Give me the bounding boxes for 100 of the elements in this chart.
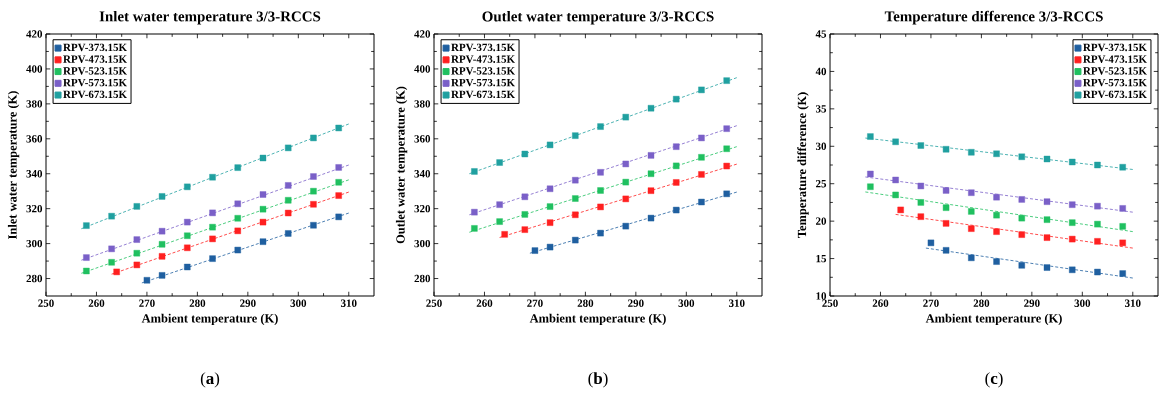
point — [496, 201, 503, 208]
y-tick-label: 380 — [414, 100, 431, 108]
point — [234, 227, 241, 235]
point — [108, 245, 115, 253]
legend-label: RPV-373.15K — [451, 43, 515, 52]
y-tick-label: 320 — [414, 204, 431, 213]
point — [158, 241, 166, 248]
point — [184, 232, 191, 239]
point — [184, 263, 191, 271]
point — [259, 154, 267, 162]
point — [1018, 262, 1025, 269]
point — [285, 197, 292, 204]
point — [1094, 202, 1101, 210]
legend-label: RPV-573.15K — [1083, 78, 1147, 87]
point — [942, 220, 950, 227]
point — [1119, 164, 1126, 171]
y-tick-label: 380 — [26, 100, 43, 108]
legend-label: RPV-673.15K — [63, 90, 127, 99]
y-tick-label: 300 — [414, 239, 431, 248]
point — [968, 149, 975, 156]
point — [723, 162, 730, 170]
x-tick-label: 250 — [822, 299, 838, 307]
y-tick-label: 420 — [26, 30, 43, 38]
x-tick-label: 310 — [340, 299, 357, 307]
y-axis-title: Temperature difference (K) — [797, 92, 809, 239]
point — [133, 261, 141, 269]
point — [968, 208, 975, 215]
point — [1094, 220, 1101, 228]
chart-title: Outlet water temperature 3/3-RCCS — [482, 10, 714, 25]
point — [647, 214, 655, 222]
point — [647, 187, 655, 194]
y-tick-label: 360 — [414, 135, 431, 143]
x-tick-label: 250 — [38, 299, 54, 307]
point — [1069, 158, 1076, 166]
point — [335, 213, 342, 221]
point — [673, 179, 680, 186]
point — [1069, 219, 1076, 226]
y-tick-label: 400 — [414, 65, 431, 73]
point — [133, 250, 141, 257]
point — [184, 218, 191, 226]
point — [698, 86, 705, 94]
point — [1094, 161, 1101, 169]
x-tick-label: 260 — [476, 299, 493, 307]
text: (b) — [588, 372, 608, 388]
point — [968, 189, 975, 196]
point — [285, 144, 292, 152]
point — [1094, 268, 1101, 276]
y-tick-label: 340 — [414, 170, 431, 178]
point — [622, 160, 629, 168]
x-axis-title: Ambient temperature (K) — [529, 313, 666, 326]
y-tick-label: 30 — [815, 142, 827, 150]
point — [993, 228, 1000, 235]
point — [83, 254, 90, 261]
legend-label: RPV-373.15K — [1083, 43, 1147, 52]
x-axis-title: Ambient temperature (K) — [925, 313, 1062, 326]
point — [673, 143, 680, 150]
point — [471, 208, 478, 216]
point — [83, 222, 90, 229]
x-tick-label: 280 — [973, 299, 990, 307]
point — [259, 218, 267, 226]
point — [698, 198, 705, 206]
point — [1043, 216, 1051, 223]
point — [113, 268, 120, 276]
point — [259, 191, 267, 198]
point — [335, 164, 342, 171]
point — [917, 213, 925, 220]
y-tick-label: 420 — [414, 30, 431, 38]
point — [133, 203, 141, 210]
point — [108, 259, 115, 266]
x-tick-label: 270 — [923, 299, 939, 307]
point — [521, 193, 529, 200]
point — [917, 182, 925, 190]
point — [698, 134, 705, 142]
point — [867, 183, 874, 190]
x-tick-label: 270 — [527, 299, 543, 307]
point — [310, 222, 317, 229]
point — [496, 218, 503, 225]
legend-label: RPV-573.15K — [63, 78, 127, 87]
point — [993, 258, 1000, 265]
point — [1018, 196, 1025, 203]
y-tick-label: 320 — [26, 204, 43, 213]
x-tick-label: 300 — [1074, 299, 1091, 307]
point — [993, 150, 1000, 157]
point — [133, 236, 141, 243]
point — [335, 124, 342, 132]
point — [158, 272, 166, 279]
point — [597, 187, 604, 194]
text: (a) — [200, 372, 220, 388]
point — [471, 168, 478, 175]
legend-label: RPV-523.15K — [1083, 67, 1147, 75]
point — [572, 177, 579, 184]
point — [310, 134, 317, 142]
point — [310, 173, 317, 180]
point — [108, 212, 115, 220]
point — [597, 169, 604, 176]
x-tick-label: 270 — [139, 299, 155, 307]
point — [285, 182, 292, 189]
point — [723, 125, 730, 132]
point — [673, 162, 680, 170]
point — [942, 187, 950, 194]
